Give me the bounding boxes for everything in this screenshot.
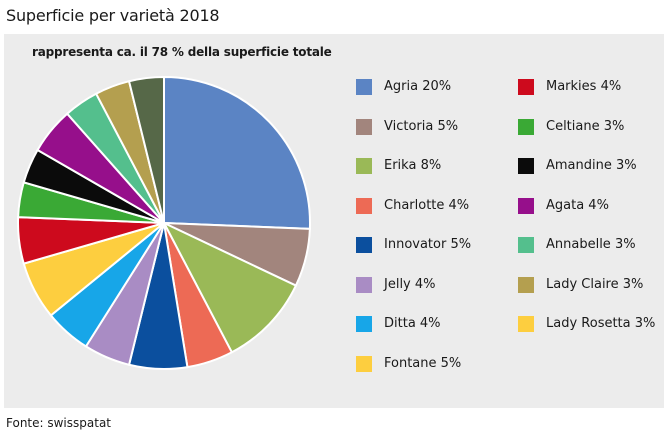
- chart-subtitle: rappresenta ca. il 78 % della superficie…: [32, 45, 332, 59]
- legend-label: Annabelle 3%: [546, 237, 636, 252]
- pie-slices: [17, 75, 311, 370]
- legend-label: Jelly 4%: [384, 277, 436, 292]
- legend-swatch: [518, 79, 534, 95]
- legend-swatch: [518, 316, 534, 332]
- legend-label: Celtiane 3%: [546, 119, 625, 134]
- pie-slice-erika: [161, 220, 298, 354]
- legend-label: Lady Claire 3%: [546, 277, 644, 292]
- chart-panel: rappresenta ca. il 78 % della superficie…: [4, 34, 664, 408]
- legend-label: Charlotte 4%: [384, 198, 470, 213]
- pie-chart: [17, 75, 311, 370]
- legend-swatch: [356, 198, 372, 214]
- legend-label: Lady Rosetta 3%: [546, 316, 656, 331]
- pie-slice-lady-rosetta: [127, 75, 165, 224]
- legend-label: Amandine 3%: [546, 158, 637, 173]
- legend-swatch: [356, 356, 372, 372]
- legend-swatch: [356, 79, 372, 95]
- legend-swatch: [518, 158, 534, 174]
- legend-swatch: [518, 237, 534, 253]
- legend-swatch: [356, 237, 372, 253]
- legend-swatch: [356, 316, 372, 332]
- source-note: Fonte: swisspatat: [6, 416, 112, 430]
- legend-swatch: [518, 198, 534, 214]
- legend-label: Agata 4%: [546, 198, 609, 213]
- legend-swatch: [518, 119, 534, 135]
- legend-swatch: [518, 277, 534, 293]
- legend-swatch: [356, 158, 372, 174]
- pie-slice-agria: [163, 75, 311, 230]
- legend-label: Agria 20%: [384, 79, 452, 94]
- legend-swatch: [356, 277, 372, 293]
- legend-label: Innovator 5%: [384, 237, 472, 252]
- legend-swatch: [356, 119, 372, 135]
- legend-label: Ditta 4%: [384, 316, 441, 331]
- legend-label: Fontane 5%: [384, 356, 462, 371]
- title-bar: Superficie per varietà 2018: [0, 0, 668, 34]
- chart-title: Superficie per varietà 2018: [6, 6, 220, 25]
- legend-label: Victoria 5%: [384, 119, 459, 134]
- legend-label: Markies 4%: [546, 79, 622, 94]
- legend-label: Erika 8%: [384, 158, 442, 173]
